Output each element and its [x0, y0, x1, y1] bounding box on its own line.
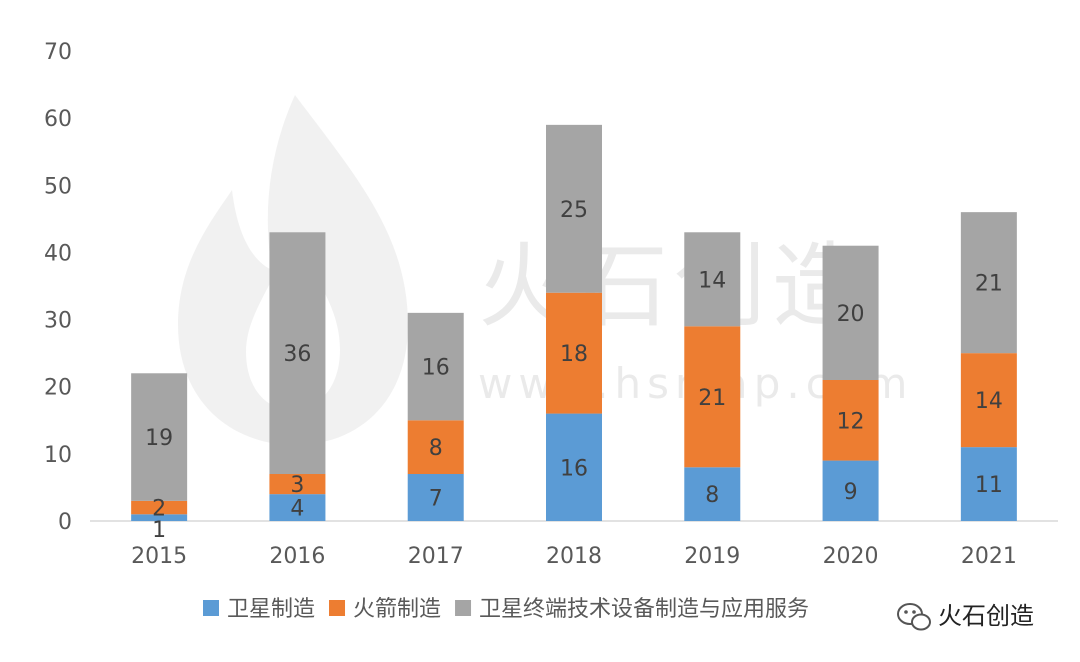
bar-segment: [546, 124, 602, 293]
y-tick-label: 50: [44, 174, 72, 199]
bar-value-label: 20: [837, 302, 865, 327]
bar-segment: [684, 232, 741, 327]
bar-stack: 8 21 14: [684, 232, 741, 521]
bar-value-label: 12: [837, 409, 865, 434]
y-tick-label: 0: [58, 510, 72, 535]
badge-background: [890, 595, 1066, 637]
bar-segment: [407, 312, 464, 421]
y-tick-label: 10: [44, 443, 72, 468]
legend-item: 卫星制造: [203, 597, 315, 622]
watermark-brand: 火石创造: [478, 233, 870, 340]
bar-segment: [960, 447, 1017, 521]
bar-value-label: 18: [560, 342, 588, 367]
bar-stack: 43 36: [269, 232, 326, 522]
bar-segment: [684, 326, 741, 468]
bar-value-label: 8: [429, 436, 443, 461]
bar-value-label: 1: [152, 518, 166, 543]
bar-segment: [131, 373, 188, 501]
x-tick-label: 2017: [408, 544, 464, 569]
bar-stack: 16 18 25: [546, 124, 602, 521]
legend-swatch: [455, 600, 472, 616]
x-tick-label: 2015: [131, 544, 187, 569]
bar-segment: [546, 292, 602, 414]
bar-segment: [269, 232, 326, 474]
y-tick-label: 70: [44, 40, 72, 65]
legend-label: 火箭制造: [353, 597, 441, 622]
bar-segment: [131, 500, 188, 515]
bar-segment: [131, 514, 188, 521]
bar-stack: 11 14 21: [960, 212, 1017, 521]
bar-value-label: 16: [560, 456, 588, 481]
bar-stack: 9 12 20: [822, 245, 879, 521]
legend-swatch: [329, 600, 346, 616]
bar-segment: [960, 212, 1017, 354]
bar-value-label: 11: [975, 473, 1003, 498]
bar-value-label: 25: [560, 198, 588, 223]
bar-segment: [269, 474, 326, 495]
bar-value-label: 4: [290, 497, 304, 522]
bar-stack: 7 8 16: [407, 312, 464, 521]
y-tick-label: 40: [44, 241, 72, 266]
x-tick-label: 2016: [269, 544, 325, 569]
x-tick-label: 2020: [823, 544, 879, 569]
y-tick-label: 30: [44, 309, 72, 334]
wechat-icon: [897, 603, 931, 631]
y-tick-label: 60: [44, 107, 72, 132]
legend-swatch: [203, 600, 219, 616]
legend-label: 卫星制造: [227, 597, 315, 622]
x-tick-label: 2019: [684, 544, 740, 569]
bar-value-label: 36: [283, 342, 311, 367]
bars: 12 19 43 36 7 8 16 16 18 25 8 21 14 9 12 20 11 14 21: [131, 124, 1017, 543]
bar-value-label: 2: [152, 497, 166, 522]
bar-value-label: 21: [975, 272, 1003, 297]
bar-segment: [822, 380, 879, 461]
bar-value-label: 3: [290, 473, 304, 498]
bar-segment: [269, 494, 326, 521]
bar-value-label: 8: [705, 483, 719, 508]
legend-item: 卫星终端技术设备制造与应用服务: [455, 597, 809, 622]
bar-segment: [822, 460, 879, 521]
source-badge: 火石创造: [890, 595, 1066, 637]
y-axis: 0 10 20 30 40 50 60 70: [44, 40, 72, 535]
bar-value-label: 7: [429, 487, 443, 512]
x-tick-label: 2021: [961, 544, 1017, 569]
bar-segment: [546, 413, 602, 521]
bar-value-label: 9: [844, 480, 858, 505]
bar-segment: [407, 474, 464, 521]
badge-text: 火石创造: [938, 602, 1034, 630]
bar-value-label: 14: [698, 268, 726, 293]
legend-label: 卫星终端技术设备制造与应用服务: [479, 597, 809, 622]
bar-value-label: 21: [698, 386, 726, 411]
bar-value-label: 19: [145, 426, 173, 451]
legend: 卫星制造 火箭制造 卫星终端技术设备制造与应用服务: [203, 597, 809, 622]
bar-stack: 12 19: [131, 373, 188, 543]
x-axis: 2015 2016 2017 2018 2019 2020 2021: [131, 544, 1017, 569]
bar-segment: [822, 245, 879, 380]
bar-value-label: 14: [975, 389, 1003, 414]
bar-segment: [407, 420, 464, 474]
legend-item: 火箭制造: [329, 597, 441, 622]
bar-value-label: 16: [422, 356, 450, 381]
bar-segment: [960, 353, 1017, 448]
x-tick-label: 2018: [546, 544, 602, 569]
bar-segment: [684, 467, 741, 521]
y-tick-label: 20: [44, 376, 72, 401]
